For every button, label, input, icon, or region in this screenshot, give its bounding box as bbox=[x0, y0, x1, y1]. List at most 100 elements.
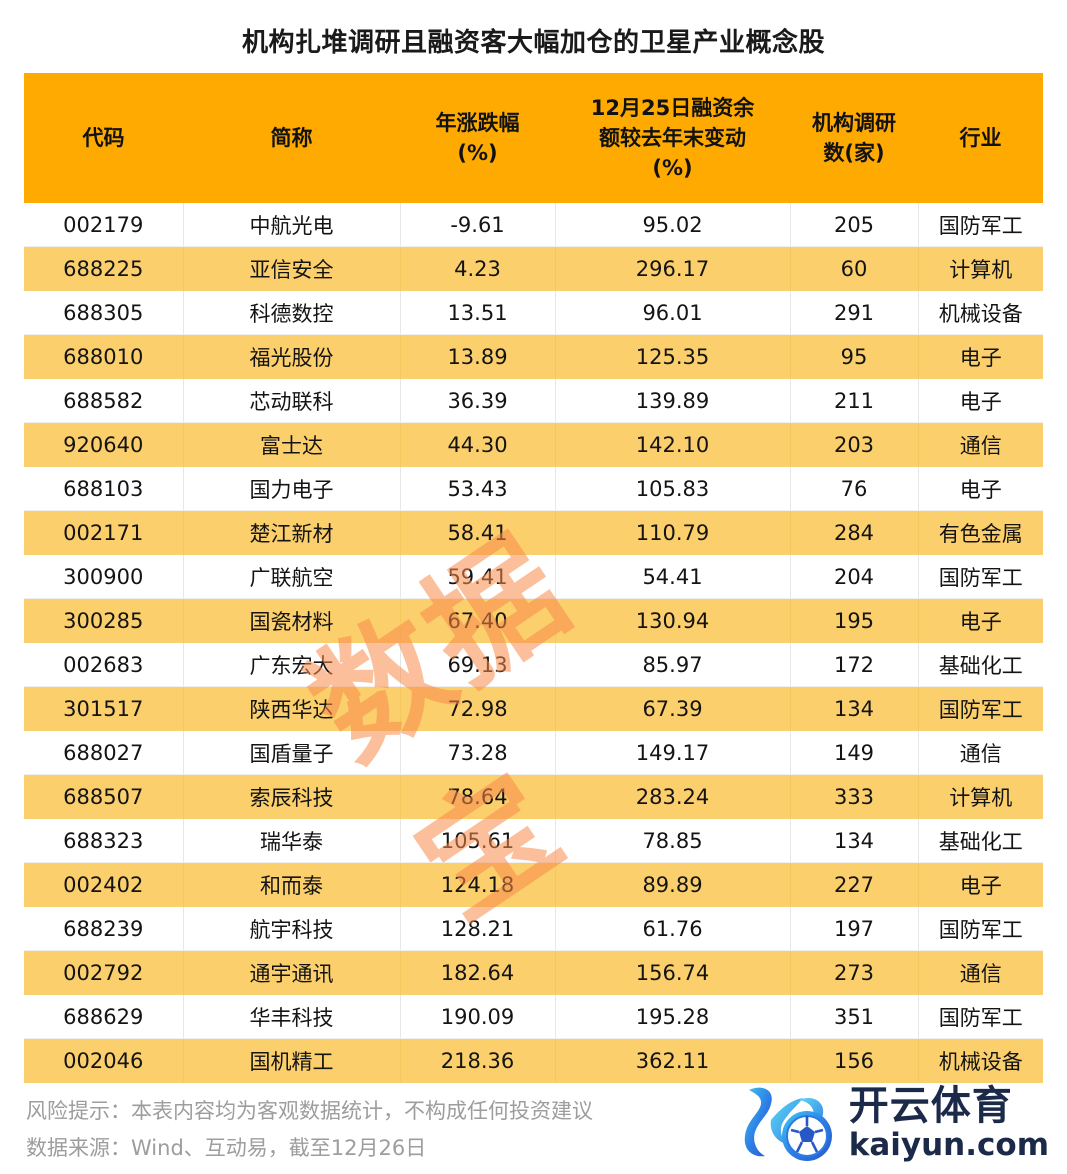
cell-finance: 156.74 bbox=[555, 950, 791, 996]
cell-change: 44.30 bbox=[400, 422, 556, 468]
table-row[interactable]: 688305 科德数控 13.51 96.01 291 机械设备 bbox=[24, 290, 1043, 336]
cell-name: 国瓷材料 bbox=[183, 598, 401, 644]
table-row[interactable]: 688582 芯动联科 36.39 139.89 211 电子 bbox=[24, 378, 1043, 424]
cell-name: 楚江新材 bbox=[183, 510, 401, 556]
cell-industry: 机械设备 bbox=[918, 1038, 1043, 1084]
cell-change: 190.09 bbox=[400, 994, 556, 1040]
cell-research: 156 bbox=[790, 1038, 919, 1084]
table-row[interactable]: 688027 国盾量子 73.28 149.17 149 通信 bbox=[24, 730, 1043, 776]
cell-industry: 国防军工 bbox=[918, 686, 1043, 732]
cell-code: 688103 bbox=[24, 466, 184, 512]
cell-change: 124.18 bbox=[400, 862, 556, 908]
table-row[interactable]: 688103 国力电子 53.43 105.83 76 电子 bbox=[24, 466, 1043, 512]
table-row[interactable]: 002683 广东宏大 69.13 85.97 172 基础化工 bbox=[24, 642, 1043, 688]
table-row[interactable]: 300285 国瓷材料 67.40 130.94 195 电子 bbox=[24, 598, 1043, 644]
cell-industry: 电子 bbox=[918, 598, 1043, 644]
kaiyun-logo-icon bbox=[741, 1080, 845, 1166]
cell-finance: 130.94 bbox=[555, 598, 791, 644]
cell-change: 59.41 bbox=[400, 554, 556, 600]
cell-finance: 296.17 bbox=[555, 246, 791, 292]
table-row[interactable]: 688239 航宇科技 128.21 61.76 197 国防军工 bbox=[24, 906, 1043, 952]
cell-code: 300285 bbox=[24, 598, 184, 644]
cell-name: 科德数控 bbox=[183, 290, 401, 336]
table-row[interactable]: 688323 瑞华泰 105.61 78.85 134 基础化工 bbox=[24, 818, 1043, 864]
cell-research: 333 bbox=[790, 774, 919, 820]
cell-research: 134 bbox=[790, 686, 919, 732]
cell-name: 国盾量子 bbox=[183, 730, 401, 776]
table-row[interactable]: 688225 亚信安全 4.23 296.17 60 计算机 bbox=[24, 246, 1043, 292]
table-row[interactable]: 920640 富士达 44.30 142.10 203 通信 bbox=[24, 422, 1043, 468]
cell-code: 688010 bbox=[24, 334, 184, 380]
column-header-change: 年涨跌幅 (%) bbox=[400, 73, 555, 204]
cell-research: 172 bbox=[790, 642, 919, 688]
cell-code: 688305 bbox=[24, 290, 184, 336]
cell-finance: 96.01 bbox=[555, 290, 791, 336]
cell-change: 105.61 bbox=[400, 818, 556, 864]
cell-industry: 通信 bbox=[918, 950, 1043, 996]
cell-code: 688582 bbox=[24, 378, 184, 424]
cell-change: 13.89 bbox=[400, 334, 556, 380]
cell-finance: 283.24 bbox=[555, 774, 791, 820]
cell-research: 95 bbox=[790, 334, 919, 380]
cell-research: 211 bbox=[790, 378, 919, 424]
brand-logo: 开云体育 kaiyun.com bbox=[741, 1080, 1049, 1166]
cell-change: 128.21 bbox=[400, 906, 556, 952]
cell-industry: 通信 bbox=[918, 422, 1043, 468]
cell-name: 瑞华泰 bbox=[183, 818, 401, 864]
cell-industry: 基础化工 bbox=[918, 642, 1043, 688]
cell-research: 284 bbox=[790, 510, 919, 556]
cell-code: 002179 bbox=[24, 203, 184, 248]
column-header-finance: 12月25日融资余 额较去年末变动 (%) bbox=[555, 73, 790, 204]
cell-name: 华丰科技 bbox=[183, 994, 401, 1040]
table-row[interactable]: 002179 中航光电 -9.61 95.02 205 国防军工 bbox=[24, 203, 1043, 248]
cell-name: 亚信安全 bbox=[183, 246, 401, 292]
table-row[interactable]: 300900 广联航空 59.41 54.41 204 国防军工 bbox=[24, 554, 1043, 600]
brand-wordmark: 开云体育 kaiyun.com bbox=[849, 1085, 1049, 1162]
cell-industry: 国防军工 bbox=[918, 994, 1043, 1040]
table-row[interactable]: 002792 通宇通讯 182.64 156.74 273 通信 bbox=[24, 950, 1043, 996]
column-header-name: 简称 bbox=[183, 73, 400, 204]
cell-research: 273 bbox=[790, 950, 919, 996]
cell-industry: 国防军工 bbox=[918, 554, 1043, 600]
cell-name: 广东宏大 bbox=[183, 642, 401, 688]
cell-change: 36.39 bbox=[400, 378, 556, 424]
cell-finance: 195.28 bbox=[555, 994, 791, 1040]
cell-code: 002046 bbox=[24, 1038, 184, 1084]
table-row[interactable]: 688629 华丰科技 190.09 195.28 351 国防军工 bbox=[24, 994, 1043, 1040]
cell-change: 53.43 bbox=[400, 466, 556, 512]
cell-industry: 国防军工 bbox=[918, 203, 1043, 248]
stock-table: 代码 简称 年涨跌幅 (%) 12月25日融资余 额较去年末变动 (%) 机构调研 数(… bbox=[24, 73, 1043, 1084]
table-header: 代码 简称 年涨跌幅 (%) 12月25日融资余 额较去年末变动 (%) 机构调研 数(… bbox=[24, 73, 1043, 204]
cell-research: 60 bbox=[790, 246, 919, 292]
cell-name: 索辰科技 bbox=[183, 774, 401, 820]
cell-name: 富士达 bbox=[183, 422, 401, 468]
cell-code: 920640 bbox=[24, 422, 184, 468]
table-row[interactable]: 301517 陕西华达 72.98 67.39 134 国防军工 bbox=[24, 686, 1043, 732]
table-row[interactable]: 002171 楚江新材 58.41 110.79 284 有色金属 bbox=[24, 510, 1043, 556]
cell-name: 通宇通讯 bbox=[183, 950, 401, 996]
column-header-industry: 行业 bbox=[918, 73, 1043, 204]
cell-research: 227 bbox=[790, 862, 919, 908]
cell-research: 149 bbox=[790, 730, 919, 776]
cell-change: 78.64 bbox=[400, 774, 556, 820]
table-row[interactable]: 688010 福光股份 13.89 125.35 95 电子 bbox=[24, 334, 1043, 380]
cell-name: 福光股份 bbox=[183, 334, 401, 380]
cell-code: 688239 bbox=[24, 906, 184, 952]
cell-code: 688323 bbox=[24, 818, 184, 864]
cell-research: 134 bbox=[790, 818, 919, 864]
table-row[interactable]: 688507 索辰科技 78.64 283.24 333 计算机 bbox=[24, 774, 1043, 820]
cell-code: 688629 bbox=[24, 994, 184, 1040]
table-row[interactable]: 002402 和而泰 124.18 89.89 227 电子 bbox=[24, 862, 1043, 908]
cell-change: -9.61 bbox=[400, 203, 556, 248]
brand-name-cn: 开云体育 bbox=[848, 1082, 1013, 1129]
table-body: 002179 中航光电 -9.61 95.02 205 国防军工 688225 亚信安全 4.2… bbox=[24, 203, 1043, 1084]
cell-name: 国力电子 bbox=[183, 466, 401, 512]
table-row[interactable]: 002046 国机精工 218.36 362.11 156 机械设备 bbox=[24, 1038, 1043, 1084]
cell-industry: 基础化工 bbox=[918, 818, 1043, 864]
cell-research: 76 bbox=[790, 466, 919, 512]
cell-change: 182.64 bbox=[400, 950, 556, 996]
cell-industry: 机械设备 bbox=[918, 290, 1043, 336]
column-header-code: 代码 bbox=[24, 73, 183, 204]
table-container: 数据宝 代码 简称 年涨跌幅 (%) 12月25日融资余 额较去年末变动 (%) 机构… bbox=[24, 73, 1043, 1084]
cell-code: 002402 bbox=[24, 862, 184, 908]
